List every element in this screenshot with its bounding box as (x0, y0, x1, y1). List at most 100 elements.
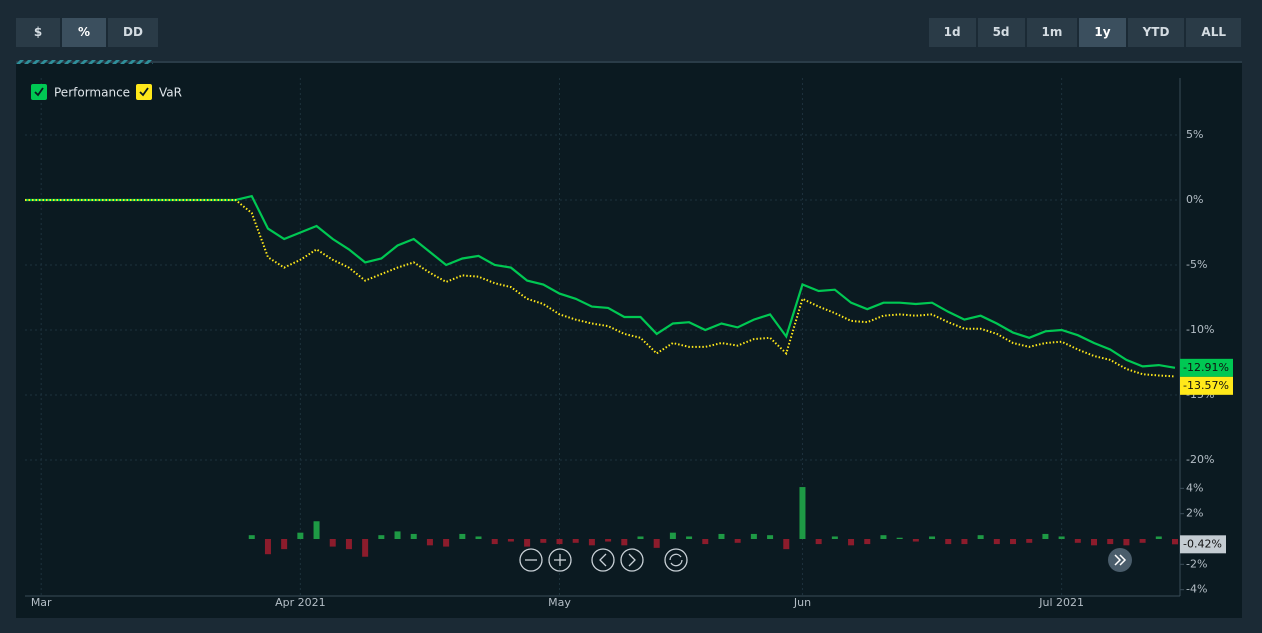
scroll-left[interactable] (591, 548, 615, 572)
tab-indicator (16, 60, 153, 64)
last-value-badge (1180, 358, 1233, 377)
bar (329, 539, 336, 547)
y-tick-label: 4% (1186, 481, 1203, 494)
zoom-out[interactable] (519, 548, 543, 572)
last-value-badge (1180, 376, 1233, 395)
bar (1010, 539, 1017, 545)
reset[interactable] (664, 548, 688, 572)
last-value-label: -13.57% (1183, 379, 1229, 392)
last-value-label: -12.91% (1183, 361, 1229, 374)
bar (475, 536, 482, 539)
bar (750, 533, 757, 539)
zoom-in[interactable] (548, 548, 572, 572)
bar (491, 539, 498, 545)
bar (961, 539, 968, 545)
bar (880, 535, 887, 539)
last-value-label: -0.42% (1183, 537, 1222, 550)
bar (993, 539, 1000, 545)
legend-label: Performance (54, 86, 130, 100)
bar (605, 539, 612, 542)
legend-check (34, 87, 44, 97)
bar (540, 539, 547, 543)
scroll-end[interactable] (1108, 548, 1132, 572)
bar (896, 537, 903, 539)
bar (394, 531, 401, 539)
toggle-button[interactable]: % (62, 18, 106, 47)
bar (929, 536, 936, 539)
bar (702, 539, 709, 545)
bar (653, 539, 660, 548)
y-tick-label: 5% (1186, 128, 1203, 141)
x-tick-label: Jun (793, 596, 811, 609)
toggle-button[interactable]: 5d (977, 18, 1025, 47)
bar (686, 536, 693, 539)
bar (767, 535, 774, 539)
x-tick-label: May (548, 596, 571, 609)
toggle-button[interactable]: 1y (1079, 18, 1126, 47)
bar (1123, 539, 1130, 546)
y-tick-label: -5% (1186, 258, 1207, 271)
legend-swatch (31, 84, 47, 100)
line-series (25, 194, 1176, 369)
scroll-right[interactable] (620, 548, 644, 572)
bar (1091, 539, 1098, 546)
bar (734, 539, 741, 543)
legend-check (139, 87, 149, 97)
y-tick-label: -10% (1186, 323, 1214, 336)
y-tick-label: -2% (1186, 557, 1207, 570)
y-tick-label: -4% (1186, 583, 1207, 596)
bar (248, 535, 255, 539)
bar (459, 533, 466, 539)
bar (313, 521, 320, 539)
bar (556, 539, 563, 545)
bar (572, 539, 579, 543)
toggle-button[interactable]: ALL (1186, 18, 1241, 47)
bar (1155, 536, 1162, 539)
toggle-button[interactable]: DD (108, 18, 158, 47)
bar (281, 539, 288, 550)
bar (524, 539, 531, 547)
line-series (25, 199, 1176, 378)
y-tick-label: 2% (1186, 507, 1203, 520)
bar (1172, 539, 1178, 545)
bar (1107, 539, 1114, 545)
bar (297, 532, 304, 539)
bar (1074, 539, 1081, 543)
bar (1139, 539, 1146, 543)
y-tick-label: -20% (1186, 453, 1214, 466)
toggle-button[interactable]: 1m (1026, 18, 1078, 47)
bar (718, 533, 725, 539)
panel-border (16, 61, 1242, 63)
bar (799, 487, 806, 539)
bar (669, 532, 676, 539)
legend-label: VaR (159, 86, 182, 100)
bar (783, 539, 790, 550)
x-tick-label: Apr 2021 (275, 596, 326, 609)
panel (16, 62, 1242, 618)
legend-swatch (136, 84, 152, 100)
bar (1026, 539, 1033, 543)
bar (815, 539, 822, 545)
bar (345, 539, 352, 550)
toggle-button[interactable]: YTD (1127, 18, 1185, 47)
toggle-button[interactable]: $ (16, 18, 60, 47)
bar (1058, 536, 1065, 539)
bar (378, 535, 385, 539)
bar (264, 539, 271, 555)
bar (426, 539, 433, 546)
last-value-badge (1180, 535, 1226, 554)
bar (864, 539, 871, 545)
bar (1042, 533, 1049, 539)
bar (912, 539, 919, 542)
y-tick-label: 0% (1186, 193, 1203, 206)
bar (362, 539, 369, 557)
range-buttons: 1d 5d 1m 1y YTD ALL (928, 18, 1241, 47)
bar (621, 539, 628, 546)
toggle-button[interactable]: 1d (928, 18, 976, 47)
bar (637, 536, 644, 539)
x-tick-label: Jul 2021 (1038, 596, 1084, 609)
bar (831, 536, 838, 539)
bar (977, 535, 984, 539)
